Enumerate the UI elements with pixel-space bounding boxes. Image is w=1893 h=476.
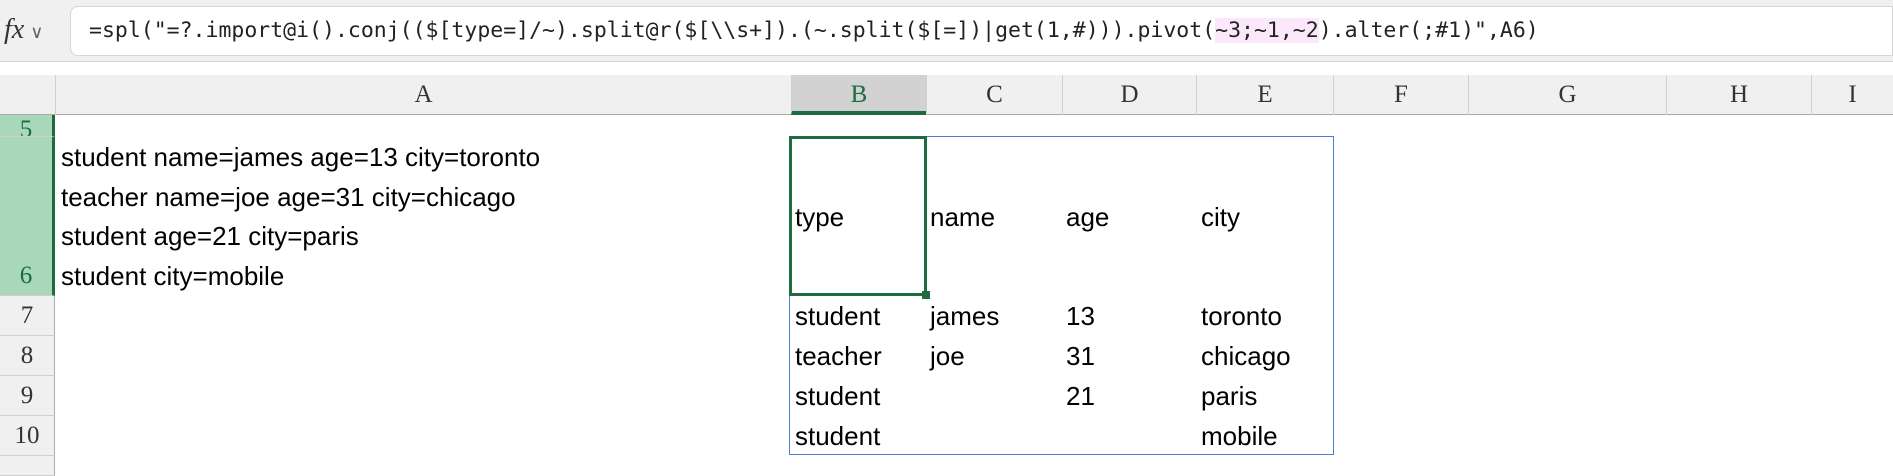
formula-input[interactable]: =spl("=?.import@i().conj(($[type=]/~).sp…: [70, 6, 1893, 56]
formula-bar: fx ∨ =spl("=?.import@i().conj(($[type=]/~…: [0, 0, 1893, 62]
row-header-11[interactable]: [0, 456, 55, 476]
column-header-e[interactable]: E: [1196, 75, 1333, 115]
table-cell[interactable]: james: [930, 301, 1000, 331]
row-header-7[interactable]: 7: [0, 296, 55, 336]
column-header-g[interactable]: G: [1468, 75, 1666, 115]
table-cell[interactable]: student: [795, 301, 881, 331]
table-cell[interactable]: joe: [930, 341, 965, 371]
a6-line: student city=mobile: [61, 261, 285, 291]
table-cell[interactable]: teacher: [795, 341, 882, 371]
column-header-f[interactable]: F: [1333, 75, 1468, 115]
chevron-down-icon[interactable]: ∨: [30, 22, 44, 42]
row-header-10[interactable]: 10: [0, 416, 55, 456]
table-cell[interactable]: toronto: [1201, 301, 1282, 331]
table-cell[interactable]: student: [795, 381, 881, 411]
a6-line: teacher name=joe age=31 city=chicago: [61, 182, 516, 212]
fx-label: fx: [4, 14, 25, 45]
selected-cell-b6[interactable]: [789, 136, 930, 299]
column-header-a[interactable]: A: [55, 75, 791, 115]
column-headers: A B C D E F G H I: [0, 75, 1893, 115]
header-cell[interactable]: city: [1201, 202, 1240, 232]
table-cell[interactable]: student: [795, 421, 881, 451]
header-cell[interactable]: type: [795, 202, 845, 232]
a6-line: student name=james age=13 city=toronto: [61, 142, 541, 172]
function-icon[interactable]: fx ∨: [0, 8, 60, 54]
a6-line: student age=21 city=paris: [61, 221, 359, 251]
header-cell[interactable]: name: [930, 202, 996, 232]
fill-handle[interactable]: [922, 291, 930, 299]
header-cell[interactable]: age: [1066, 202, 1110, 232]
row-header-9[interactable]: 9: [0, 376, 55, 416]
column-header-b[interactable]: B: [791, 75, 926, 115]
column-header-c[interactable]: C: [926, 75, 1062, 115]
table-cell[interactable]: paris: [1201, 381, 1258, 411]
row-header-8[interactable]: 8: [0, 336, 55, 376]
table-cell[interactable]: mobile: [1201, 421, 1278, 451]
row-header-6[interactable]: 6: [0, 137, 55, 296]
row-header-5[interactable]: 5: [0, 115, 55, 137]
column-header-h[interactable]: H: [1666, 75, 1811, 115]
table-cell[interactable]: 31: [1066, 341, 1095, 371]
table-cell[interactable]: chicago: [1201, 341, 1291, 371]
table-cell[interactable]: 21: [1066, 381, 1095, 411]
formula-text: =spl("=?.import@i().conj(($[type=]/~).sp…: [89, 18, 1216, 43]
column-header-d[interactable]: D: [1062, 75, 1196, 115]
table-cell[interactable]: 13: [1066, 301, 1095, 331]
column-header-i[interactable]: I: [1811, 75, 1893, 115]
formula-highlight: ~3;~1,~2: [1215, 18, 1319, 43]
formula-text-end: ).alter(;#1)",A6): [1318, 18, 1539, 43]
